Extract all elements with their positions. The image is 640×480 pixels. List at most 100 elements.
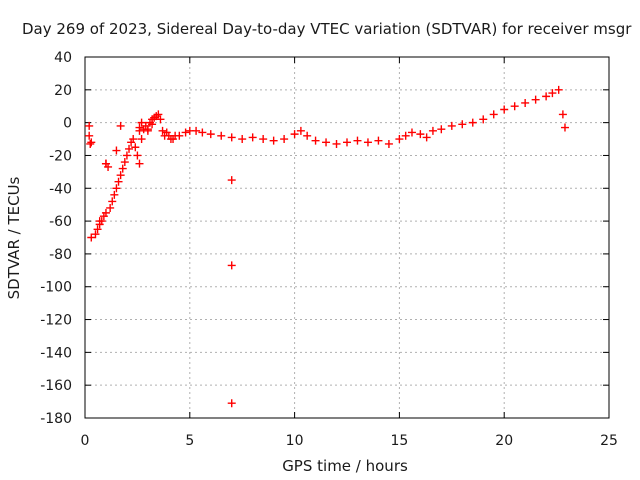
data-point: [133, 151, 142, 160]
data-point: [531, 95, 540, 104]
data-point: [428, 126, 437, 135]
data-point: [131, 143, 140, 152]
x-tick-label: 15: [390, 433, 408, 449]
data-point: [407, 128, 416, 137]
y-tick-label: -20: [49, 148, 72, 164]
data-point: [95, 217, 104, 226]
data-point: [422, 133, 431, 142]
data-point: [137, 135, 146, 144]
data-point: [560, 123, 569, 132]
data-point: [87, 233, 96, 242]
data-point: [192, 126, 201, 135]
data-point: [416, 130, 425, 139]
data-point: [137, 118, 146, 127]
grid-lines: [84, 56, 610, 419]
y-tick-label: -40: [49, 181, 72, 197]
data-point: [322, 138, 331, 147]
data-point: [290, 130, 299, 139]
y-tick-label: 20: [54, 83, 72, 99]
data-point: [156, 115, 165, 124]
data-point: [148, 120, 157, 129]
y-tick-label: -140: [40, 345, 72, 361]
data-point: [437, 125, 446, 134]
data-point: [206, 130, 215, 139]
x-tick-label: 5: [185, 433, 194, 449]
data-point: [86, 139, 95, 148]
x-tick-label: 0: [81, 433, 90, 449]
data-point: [303, 131, 312, 140]
data-point: [510, 102, 519, 111]
data-point: [198, 128, 207, 137]
data-point: [227, 399, 236, 408]
data-point: [110, 190, 119, 199]
data-point: [227, 176, 236, 185]
axis-ticks: 40 20 0 -20 -40 -60 -80 -100 -120 -140 -160 -180 0 5 1…: [40, 50, 618, 449]
data-point: [343, 138, 351, 147]
data-point: [401, 131, 410, 140]
data-point: [101, 208, 110, 217]
x-tick-label: 20: [495, 433, 513, 449]
data-point: [521, 98, 530, 107]
data-point: [106, 203, 115, 212]
data-point: [458, 120, 467, 129]
data-point: [468, 118, 477, 127]
y-tick-label: -100: [40, 280, 72, 296]
data-point: [87, 138, 96, 147]
data-point: [296, 126, 305, 135]
data-point: [554, 85, 563, 94]
data-point: [259, 135, 268, 144]
data-point: [108, 197, 117, 206]
data-point: [269, 136, 278, 145]
data-point: [500, 105, 509, 114]
data-point: [114, 177, 123, 186]
data-point: [479, 115, 488, 124]
plot-frame: [84, 56, 610, 419]
data-point: [112, 146, 121, 155]
data-point: [118, 164, 127, 173]
data-points: [85, 85, 569, 408]
data-point: [558, 110, 567, 119]
y-tick-label: 0: [63, 116, 72, 132]
data-point: [548, 89, 557, 98]
data-point: [135, 123, 144, 132]
data-point: [332, 139, 341, 148]
data-point: [447, 121, 456, 130]
y-tick-label: -180: [40, 411, 72, 427]
data-point: [154, 110, 163, 119]
data-point: [238, 135, 247, 144]
data-point: [217, 131, 226, 140]
data-point: [181, 128, 190, 137]
data-point: [122, 151, 131, 160]
data-point: [363, 138, 372, 147]
data-point: [125, 144, 134, 153]
y-tick-label: -120: [40, 313, 72, 329]
y-tick-label: -160: [40, 378, 72, 394]
data-point: [542, 92, 551, 101]
data-point: [374, 136, 383, 145]
data-point: [395, 135, 404, 144]
data-point: [248, 133, 257, 142]
data-point: [227, 261, 236, 270]
data-point: [91, 230, 100, 239]
data-point: [175, 131, 184, 140]
data-point: [311, 136, 320, 145]
data-point: [93, 225, 102, 234]
data-point: [489, 110, 498, 119]
data-point: [101, 159, 110, 168]
data-point: [143, 125, 152, 134]
data-point: [116, 121, 125, 130]
data-point: [353, 136, 362, 145]
data-point: [227, 133, 236, 142]
data-point: [85, 131, 94, 140]
data-point: [384, 139, 393, 148]
data-point: [129, 135, 138, 144]
x-axis-label: GPS time / hours: [282, 457, 408, 475]
y-tick-label: -60: [49, 214, 72, 230]
data-point: [135, 159, 144, 168]
x-tick-label: 10: [286, 433, 304, 449]
data-point: [116, 171, 125, 180]
data-point: [120, 158, 129, 167]
chart-title: Day 269 of 2023, Sidereal Day-to-day VTE…: [22, 20, 632, 38]
y-tick-label: 40: [54, 50, 72, 66]
